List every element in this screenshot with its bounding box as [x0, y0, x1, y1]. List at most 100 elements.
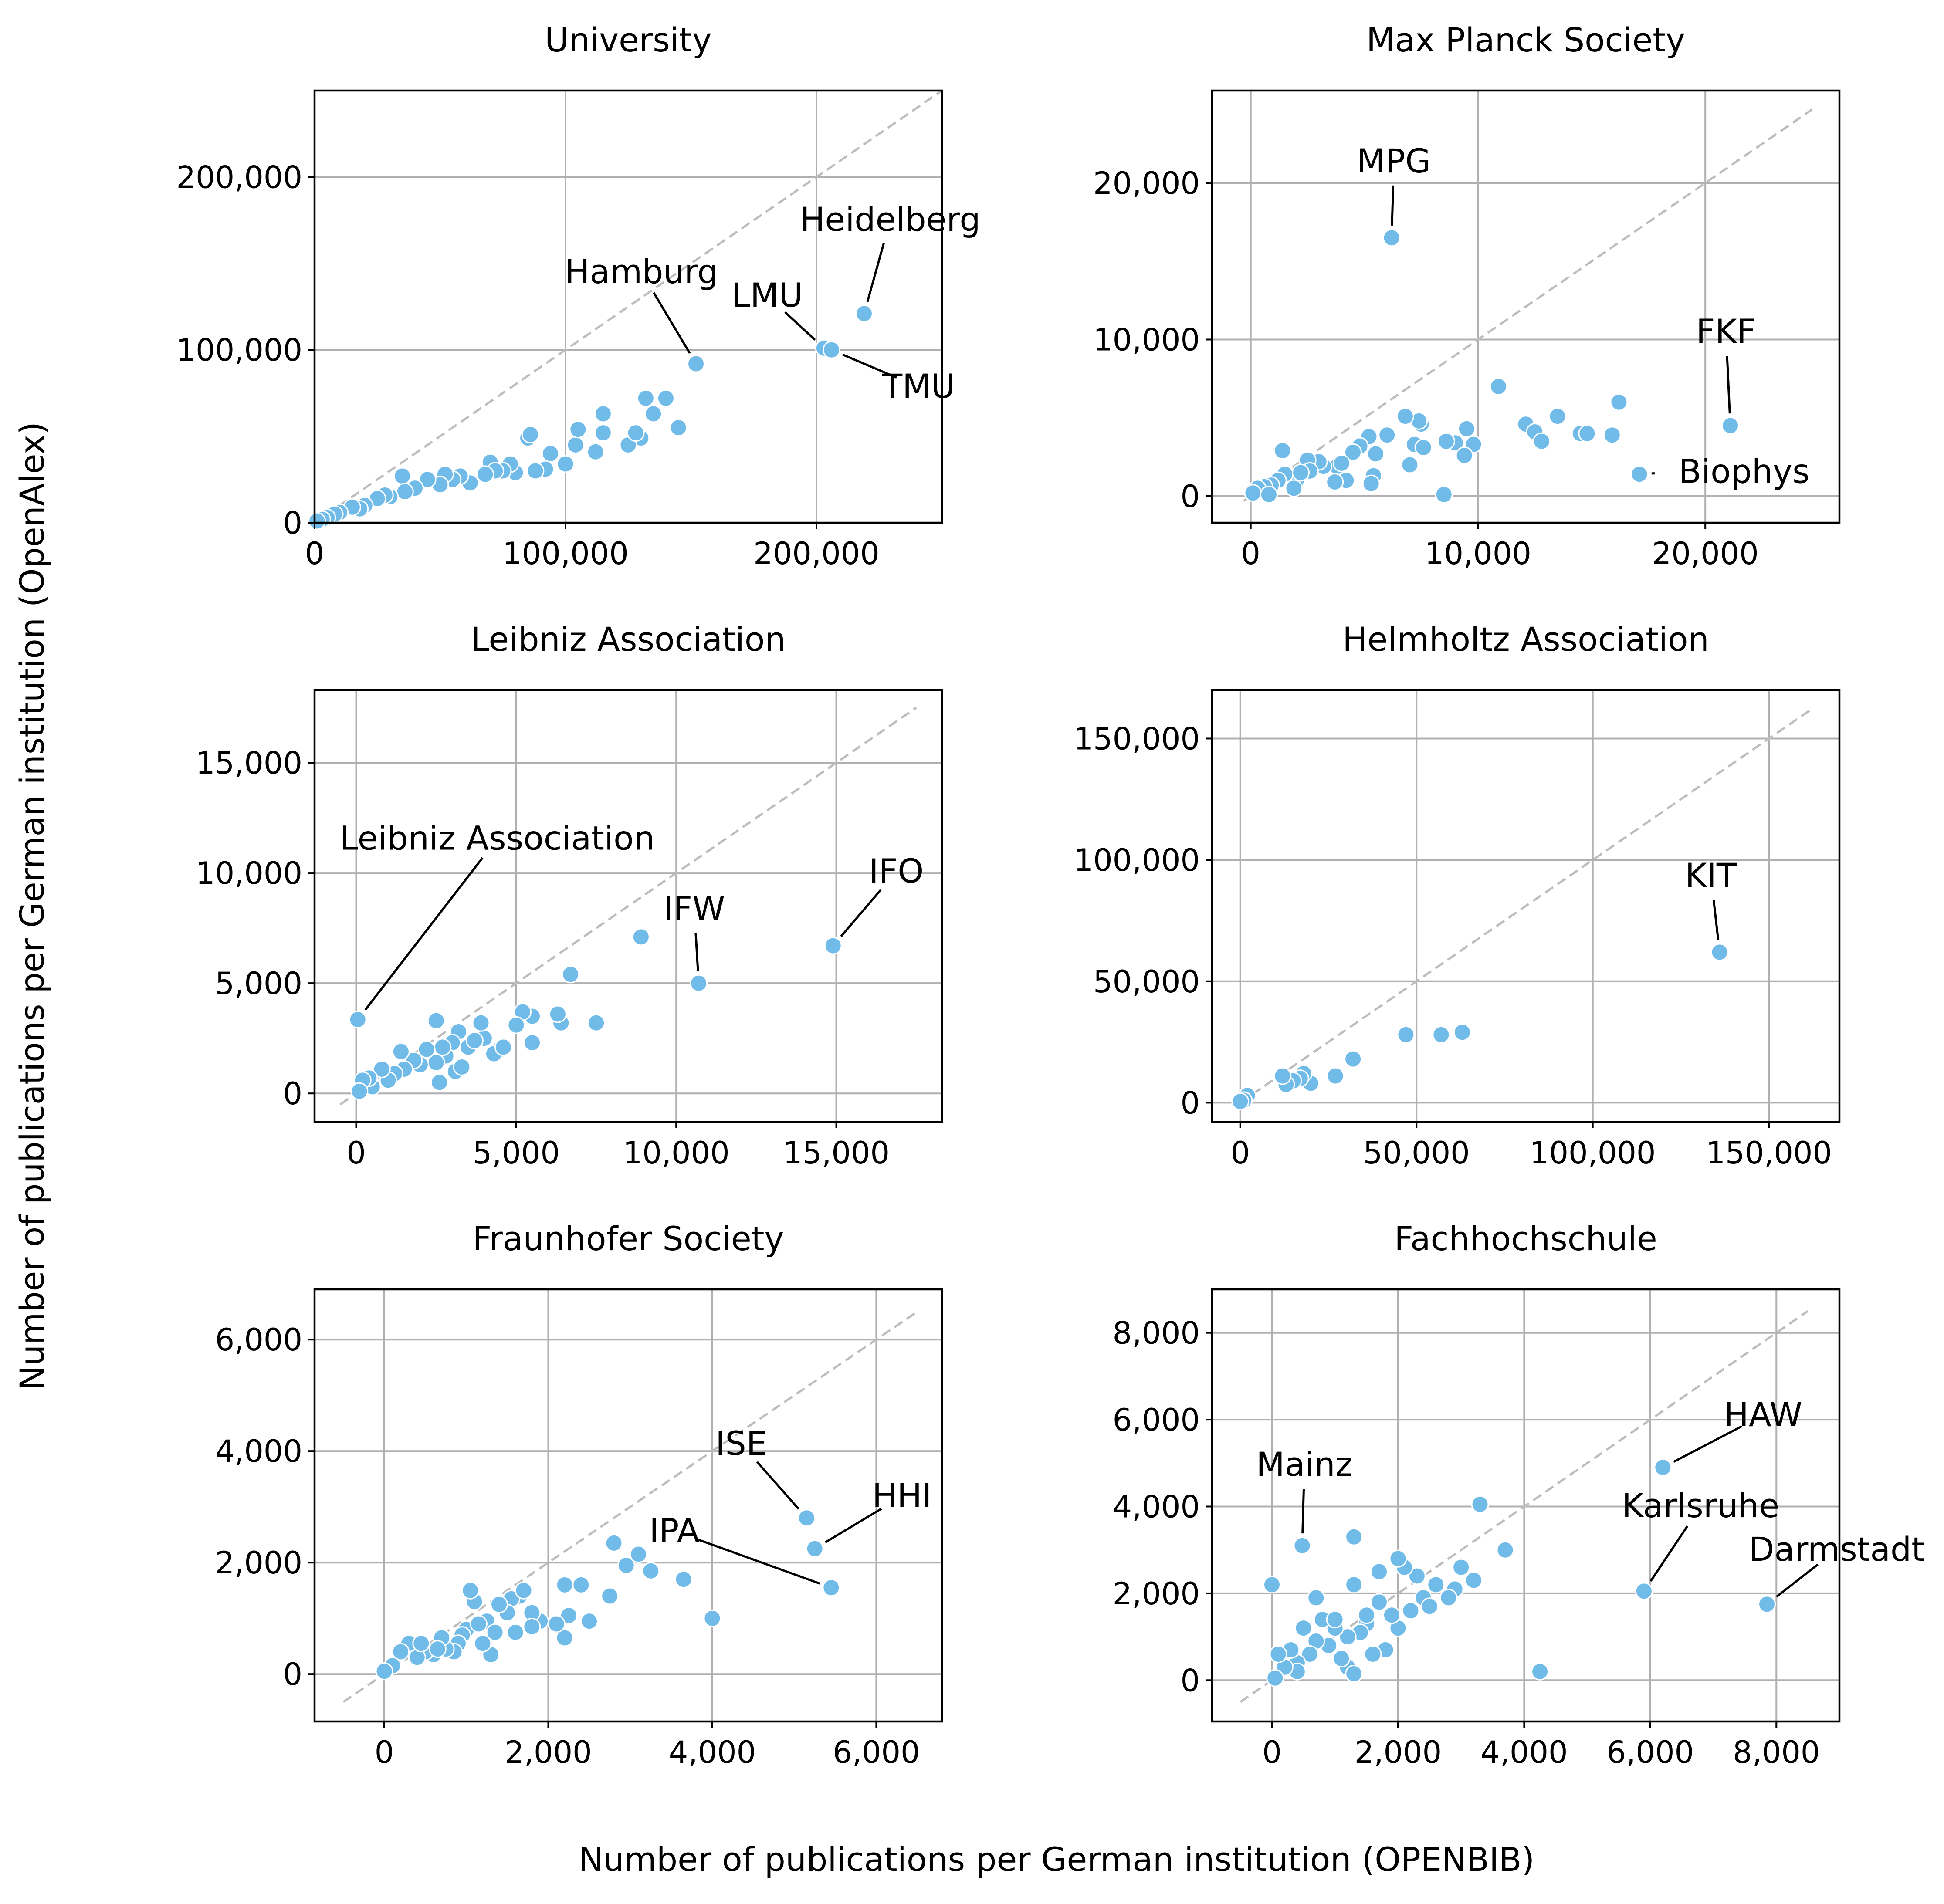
data-point — [1344, 443, 1362, 461]
annotation-label: Heidelberg — [800, 200, 980, 239]
data-point — [506, 1623, 525, 1641]
x-tick-label: 10,000 — [1425, 536, 1531, 572]
data-point — [642, 1562, 660, 1580]
data-point — [687, 355, 705, 373]
data-point — [1654, 1458, 1672, 1477]
data-point — [476, 465, 494, 484]
points — [1263, 1458, 1776, 1687]
data-point — [1427, 1576, 1445, 1594]
data-point — [1382, 229, 1401, 247]
data-point — [560, 1606, 578, 1625]
data-point — [1414, 438, 1433, 457]
data-point — [523, 1617, 541, 1636]
data-point — [587, 1014, 606, 1032]
x-tick-label: 6,000 — [833, 1735, 920, 1770]
data-point — [1397, 1025, 1415, 1044]
data-point — [1344, 1050, 1362, 1068]
data-point — [806, 1539, 824, 1558]
y-tick-label: 4,000 — [1113, 1489, 1200, 1525]
panel-title: Max Planck Society — [1366, 20, 1685, 59]
annotation-label: Leibniz Association — [340, 819, 655, 858]
data-point — [1291, 463, 1310, 482]
data-point — [555, 1629, 574, 1647]
annotation-leader-line — [653, 292, 691, 354]
x-tick-label: 10,000 — [623, 1135, 730, 1171]
identity-line — [339, 707, 917, 1106]
data-point — [1358, 1606, 1376, 1624]
data-point — [1389, 1549, 1407, 1568]
panel-title: Fraunhofer Society — [472, 1219, 784, 1258]
data-point — [630, 1545, 648, 1563]
x-tick-label: 0 — [1262, 1735, 1282, 1770]
x-tick-label: 100,000 — [1530, 1135, 1656, 1171]
annotation-label: IFW — [664, 889, 725, 928]
panel-title: Fachhochschule — [1394, 1219, 1657, 1258]
panel-title: Leibniz Association — [471, 620, 786, 659]
data-point — [1432, 1025, 1450, 1044]
data-point — [1326, 1610, 1344, 1629]
data-point — [1533, 432, 1551, 450]
data-point — [1307, 1589, 1325, 1607]
data-point — [1244, 484, 1262, 502]
data-point — [490, 1595, 508, 1613]
annotation-label: FKF — [1696, 312, 1756, 351]
data-point — [1457, 419, 1476, 438]
data-point — [1326, 1067, 1345, 1085]
annotation-leader-line — [756, 1461, 799, 1510]
data-point — [1293, 1536, 1311, 1555]
data-point — [1455, 446, 1473, 464]
y-tick-label: 20,000 — [1093, 166, 1200, 201]
data-point — [580, 1612, 599, 1630]
annotation-label: HAW — [1724, 1395, 1802, 1434]
y-tick-label: 50,000 — [1093, 964, 1200, 1000]
data-point — [521, 426, 539, 444]
data-point — [1260, 485, 1278, 504]
data-point — [1370, 1562, 1389, 1581]
y-tick-label: 0 — [1180, 1663, 1200, 1698]
data-point — [396, 483, 414, 501]
data-point — [549, 1005, 567, 1023]
data-point — [1263, 1576, 1281, 1594]
data-point — [586, 443, 605, 461]
points — [1231, 943, 1729, 1111]
identity-line — [1240, 708, 1812, 1104]
panel-title: Helmholtz Association — [1342, 620, 1709, 659]
grid — [1212, 690, 1839, 1122]
x-tick-label: 15,000 — [783, 1135, 890, 1171]
data-point — [1231, 1092, 1250, 1111]
x-tick-label: 2,000 — [1355, 1735, 1442, 1770]
annotation-label: MPG — [1357, 142, 1431, 180]
y-tick-label: 0 — [283, 505, 302, 541]
panel-fraunhofer-society: 0 2,000 4,000 6,000 0 2,000 4,000 6,000 Fraunhof… — [215, 1219, 943, 1770]
data-point — [1610, 393, 1628, 411]
data-point — [461, 1581, 480, 1600]
annotation-label: ISE — [715, 1424, 767, 1463]
y-tick-label: 4,000 — [215, 1434, 302, 1469]
grid — [315, 690, 942, 1122]
data-point — [572, 1576, 590, 1594]
data-point — [562, 965, 580, 984]
panel-leibniz-association: 0 5,000 10,000 15,000 0 5,000 10,000 15,000 Leib… — [196, 620, 943, 1171]
data-point — [1301, 1645, 1319, 1663]
y-tick-label: 0 — [283, 1657, 302, 1692]
data-point — [434, 1038, 452, 1056]
data-point — [1453, 1023, 1471, 1042]
data-point — [1758, 1595, 1776, 1613]
data-point — [1266, 1669, 1284, 1687]
data-point — [555, 1576, 574, 1594]
data-point — [669, 419, 688, 437]
x-tick-label: 20,000 — [1652, 536, 1759, 572]
annotations: HAW Mainz Karlsruhe Darmstadt — [1256, 1395, 1924, 1598]
y-tick-label: 15,000 — [196, 745, 302, 781]
annotation-label: Hamburg — [565, 252, 718, 291]
data-point — [1362, 474, 1380, 493]
annotation-label: Karlsruhe — [1622, 1486, 1779, 1525]
points — [349, 928, 842, 1100]
data-point — [674, 1570, 693, 1589]
data-point — [657, 389, 675, 407]
data-point — [1408, 1567, 1426, 1585]
data-point — [823, 341, 841, 359]
data-point — [1578, 424, 1596, 443]
data-point — [1489, 377, 1507, 396]
y-tick-label: 10,000 — [1093, 322, 1200, 358]
